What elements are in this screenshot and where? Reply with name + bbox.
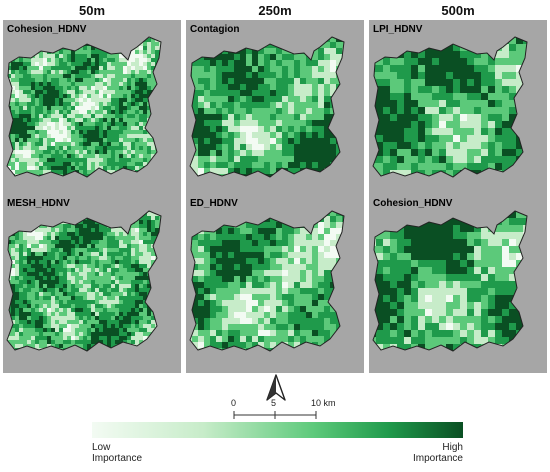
region-outline [189,36,345,178]
panel-title: MESH_HDNV [7,198,70,209]
region-outline [6,36,162,178]
panel-title: Contagion [190,24,240,35]
map-canvas [6,36,162,178]
map-panel-cohesion-50m: Cohesion_HDNV [3,20,181,199]
map-canvas [189,210,345,352]
map-cells [190,211,344,351]
panel-title: LPI_HDNV [373,24,423,35]
panel-title: Cohesion_HDNV [373,198,453,209]
map-panel-mesh-50m: MESH_HDNV [3,194,181,373]
scale-bar-line [233,411,317,419]
scale-tick-0: 0 [231,398,237,408]
legend-high-label: High Importance [405,442,463,464]
scale-tick-10: 10 km [311,398,336,408]
map-cells [7,37,161,177]
region-outline [6,210,162,352]
column-header-250m: 250m [258,3,292,18]
map-cells [190,37,344,177]
map-canvas [372,36,528,178]
map-canvas [189,36,345,178]
scale-bar: 0 5 10 km [225,398,345,422]
legend-low-line2: Importance [92,453,143,464]
map-cells [373,37,527,177]
region-outline [189,210,345,352]
region-outline [372,210,528,352]
map-panel-contagion-250m: Contagion [186,20,364,199]
map-panel-cohesion-500m: Cohesion_HDNV [369,194,547,373]
map-cells [7,211,161,351]
map-cells [373,211,527,351]
region-outline [372,36,528,178]
north-arrow-icon [266,374,286,401]
legend-low-line1: Low [92,442,111,453]
column-header-50m: 50m [78,3,106,18]
panel-title: ED_HDNV [190,198,238,209]
panel-title: Cohesion_HDNV [7,24,87,35]
legend-high-line1: High [442,442,463,453]
map-panel-ed-250m: ED_HDNV [186,194,364,373]
map-panel-lpi-500m: LPI_HDNV [369,20,547,199]
map-canvas [6,210,162,352]
legend-color-ramp [92,422,463,438]
scale-tick-5: 5 [271,398,277,408]
legend-high-line2: Importance [412,453,463,464]
map-canvas [372,210,528,352]
legend-low-label: Low Importance [92,442,142,464]
column-header-500m: 500m [441,3,475,18]
